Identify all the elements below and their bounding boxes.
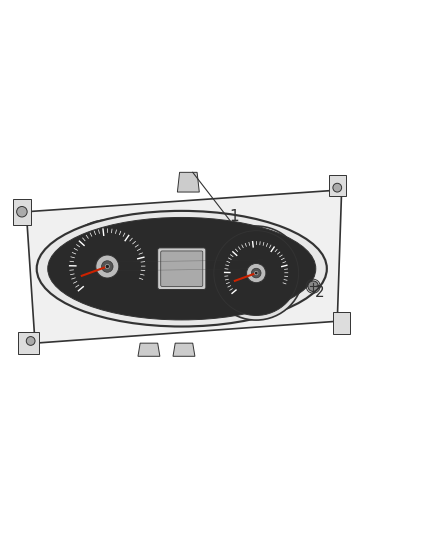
Circle shape: [102, 261, 113, 272]
FancyBboxPatch shape: [161, 251, 203, 286]
Polygon shape: [173, 343, 195, 356]
Circle shape: [26, 336, 35, 345]
Text: 2: 2: [315, 285, 325, 300]
Polygon shape: [18, 332, 39, 354]
Circle shape: [105, 264, 110, 269]
Polygon shape: [138, 343, 160, 356]
Circle shape: [218, 235, 295, 312]
Polygon shape: [333, 312, 350, 334]
Polygon shape: [177, 172, 199, 192]
Circle shape: [61, 221, 153, 312]
Polygon shape: [328, 174, 346, 197]
Circle shape: [333, 183, 342, 192]
Text: 1: 1: [230, 208, 239, 224]
Circle shape: [308, 281, 318, 292]
Circle shape: [70, 229, 145, 304]
Circle shape: [209, 226, 303, 320]
Circle shape: [96, 255, 119, 278]
Polygon shape: [26, 190, 342, 343]
FancyBboxPatch shape: [158, 248, 206, 289]
Circle shape: [17, 206, 27, 217]
Circle shape: [247, 263, 266, 282]
Circle shape: [251, 268, 261, 278]
Circle shape: [254, 271, 258, 275]
Circle shape: [214, 231, 299, 316]
Circle shape: [225, 241, 288, 305]
Ellipse shape: [37, 211, 327, 327]
Ellipse shape: [48, 217, 316, 320]
Polygon shape: [13, 199, 31, 225]
